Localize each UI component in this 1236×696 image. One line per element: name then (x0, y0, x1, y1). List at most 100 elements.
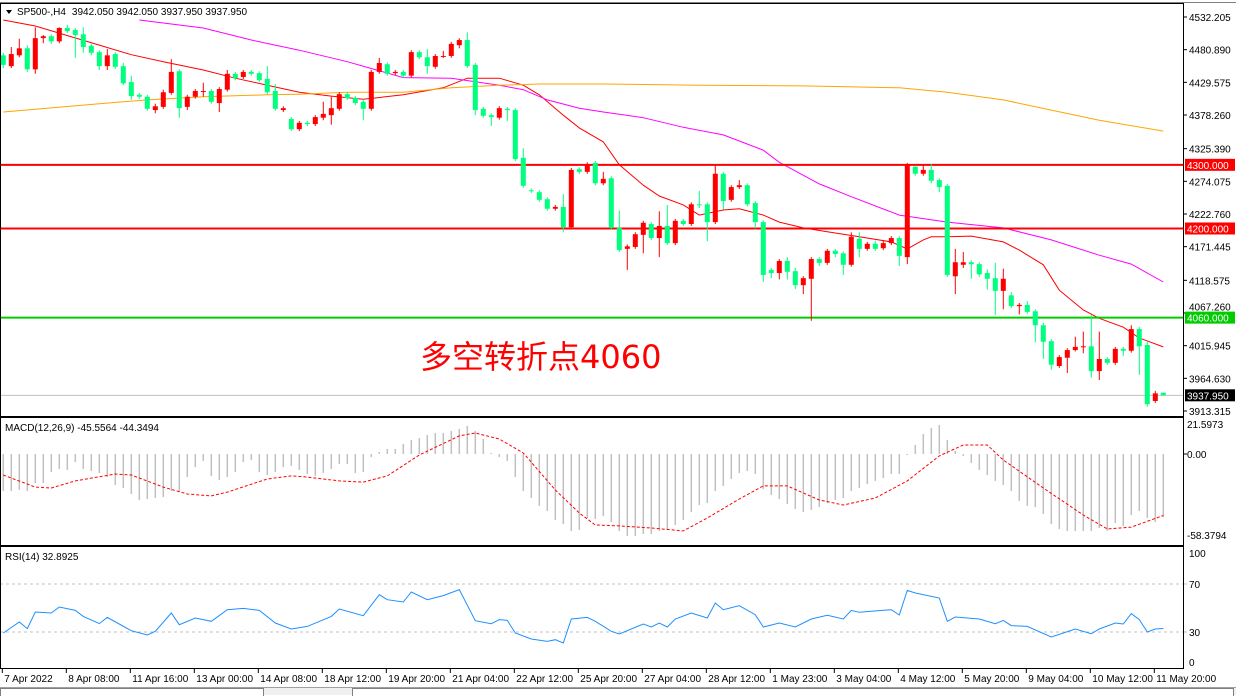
candle[interactable] (160, 89, 166, 109)
candle[interactable] (448, 41, 454, 58)
candle[interactable] (144, 94, 150, 111)
candle[interactable] (1040, 322, 1046, 359)
candle[interactable] (208, 89, 214, 104)
candle[interactable] (40, 34, 46, 44)
dropdown-triangle-icon[interactable] (6, 10, 12, 14)
candle[interactable] (960, 252, 966, 268)
chart-tab[interactable] (352, 688, 1234, 696)
candle[interactable] (760, 220, 766, 282)
candle[interactable] (624, 244, 630, 270)
candle[interactable] (552, 204, 558, 211)
macd-panel[interactable]: 21.5973 0.00 -58.3794 (2, 420, 1227, 542)
candle[interactable] (432, 54, 438, 69)
candle[interactable] (64, 24, 70, 34)
candle[interactable] (680, 218, 686, 226)
candle[interactable] (248, 69, 254, 76)
candle[interactable] (664, 204, 670, 246)
candle[interactable] (520, 148, 526, 188)
candle[interactable] (424, 48, 430, 74)
candle[interactable] (88, 43, 94, 56)
candle[interactable] (768, 267, 774, 279)
candle[interactable] (128, 75, 134, 100)
candle[interactable] (904, 162, 910, 265)
candle[interactable] (152, 103, 158, 114)
candle[interactable] (376, 57, 382, 74)
candle[interactable] (872, 240, 878, 251)
candle[interactable] (616, 210, 622, 253)
candle[interactable] (648, 222, 654, 240)
candle[interactable] (312, 115, 318, 126)
candle[interactable] (472, 62, 478, 116)
candle[interactable] (480, 106, 486, 118)
candle[interactable] (184, 94, 190, 111)
candle[interactable] (1144, 341, 1150, 407)
candle[interactable] (280, 106, 286, 112)
candle[interactable] (696, 190, 702, 209)
candle[interactable] (728, 185, 734, 202)
candle[interactable] (712, 164, 718, 225)
candle[interactable] (688, 202, 694, 226)
candle[interactable] (880, 240, 886, 251)
candle[interactable] (1160, 392, 1166, 396)
candle[interactable] (320, 101, 326, 121)
candle[interactable] (592, 161, 598, 186)
candle[interactable] (1104, 357, 1110, 365)
candle[interactable] (776, 259, 782, 280)
candle[interactable] (896, 236, 902, 267)
candle[interactable] (328, 96, 334, 125)
candle[interactable] (984, 269, 990, 290)
candle[interactable] (1152, 390, 1158, 403)
candle[interactable] (48, 34, 54, 44)
chart-tab[interactable] (0, 688, 264, 696)
candle[interactable] (104, 48, 110, 70)
candle[interactable] (672, 218, 678, 246)
candle[interactable] (224, 69, 230, 92)
candle[interactable] (832, 248, 838, 258)
candle[interactable] (864, 241, 870, 251)
candle[interactable] (80, 27, 86, 53)
candle[interactable] (1072, 336, 1078, 352)
candle[interactable] (936, 178, 942, 193)
candle[interactable] (216, 87, 222, 112)
candle[interactable] (920, 165, 926, 176)
candle[interactable] (456, 38, 462, 49)
candle[interactable] (976, 262, 982, 277)
candle[interactable] (16, 38, 22, 58)
candle[interactable] (968, 260, 974, 279)
candle[interactable] (1056, 355, 1062, 368)
candle[interactable] (848, 232, 854, 267)
candle[interactable] (576, 167, 582, 174)
candle[interactable] (488, 113, 494, 126)
candle[interactable] (800, 276, 806, 295)
candle[interactable] (888, 236, 894, 246)
candle[interactable] (136, 92, 142, 99)
candle[interactable] (1064, 348, 1070, 374)
candle[interactable] (1120, 346, 1126, 356)
candle[interactable] (1008, 292, 1014, 309)
candle[interactable] (928, 164, 934, 184)
candle[interactable] (992, 262, 998, 316)
candle[interactable] (512, 108, 518, 162)
candle[interactable] (496, 106, 502, 120)
candle[interactable] (296, 120, 302, 132)
candle[interactable] (744, 183, 750, 207)
candle[interactable] (24, 45, 30, 72)
candle[interactable] (464, 32, 470, 69)
candle[interactable] (720, 171, 726, 210)
candle[interactable] (608, 176, 614, 230)
candle[interactable] (168, 59, 174, 95)
candle[interactable] (384, 62, 390, 76)
candle[interactable] (360, 99, 366, 121)
candle[interactable] (504, 106, 510, 121)
candle[interactable] (1032, 309, 1038, 343)
candle[interactable] (120, 62, 126, 86)
candle[interactable] (632, 232, 638, 249)
candle[interactable] (816, 257, 822, 267)
candle[interactable] (256, 71, 262, 83)
candle[interactable] (736, 180, 742, 190)
candle[interactable] (112, 52, 118, 69)
candle[interactable] (32, 27, 38, 74)
candle[interactable] (192, 89, 198, 99)
candle[interactable] (784, 257, 790, 280)
